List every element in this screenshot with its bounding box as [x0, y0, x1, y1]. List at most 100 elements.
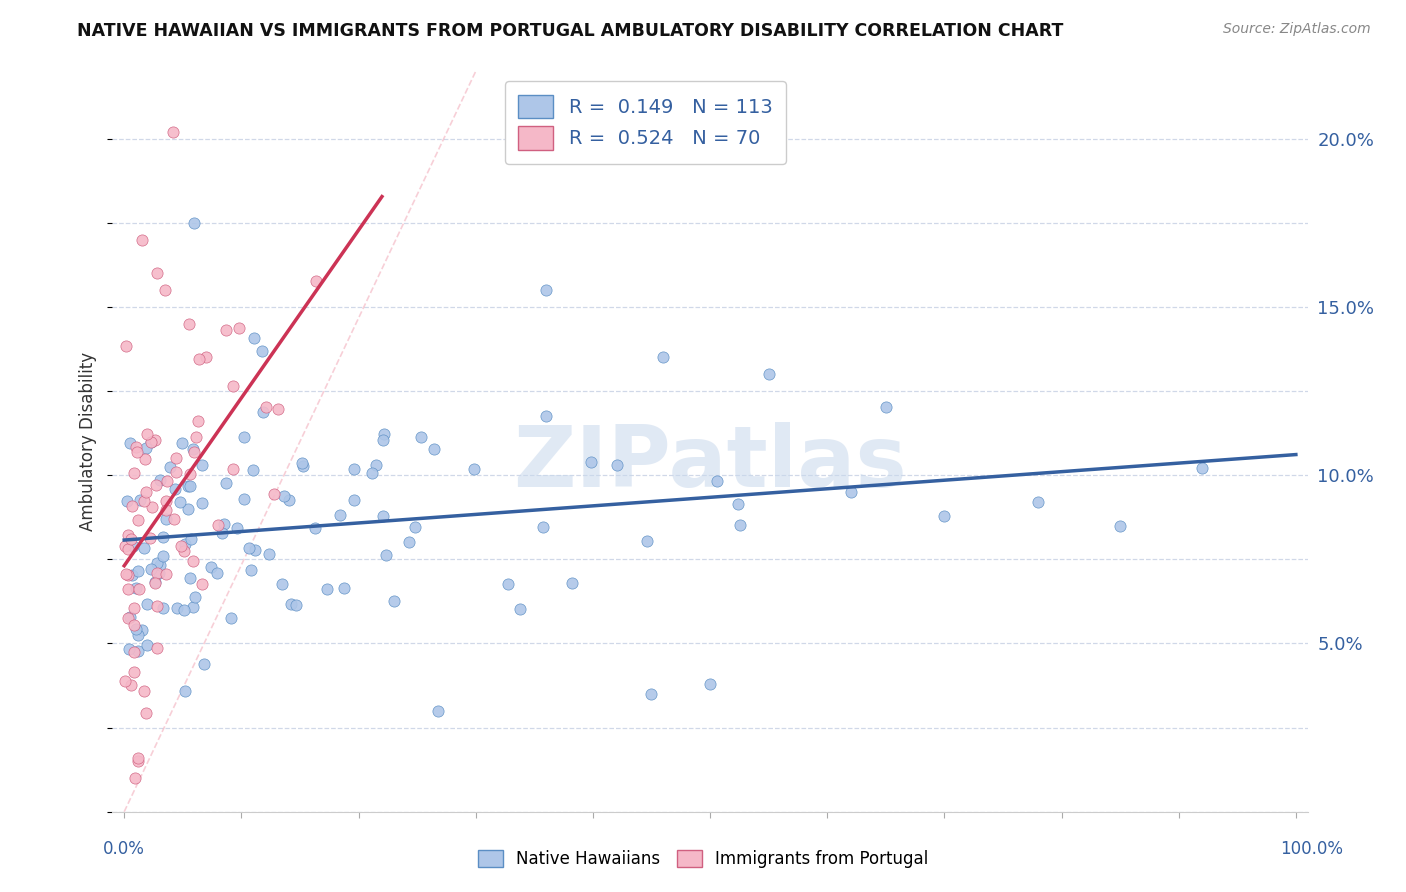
Point [373, 434, 395, 448]
Point [332, 581, 354, 595]
Point [291, 456, 314, 470]
Point [134, 541, 156, 555]
Point [706, 474, 728, 488]
Point [127, 644, 149, 658]
Point [135, 639, 157, 653]
Point [875, 400, 897, 414]
Point [120, 436, 142, 450]
Point [190, 496, 212, 510]
Point [148, 566, 170, 581]
Point [606, 458, 628, 472]
Point [114, 673, 136, 688]
Point [131, 233, 153, 247]
Point [191, 577, 214, 591]
Point [423, 442, 446, 456]
Point [122, 618, 145, 632]
Point [136, 426, 159, 441]
Point [127, 513, 149, 527]
Point [173, 544, 195, 558]
Point [163, 482, 186, 496]
Point [280, 597, 302, 611]
Point [139, 435, 162, 450]
Point [159, 460, 181, 475]
Point [155, 566, 177, 581]
Point [1191, 461, 1213, 475]
Point [143, 575, 166, 590]
Point [375, 549, 398, 563]
Point [155, 511, 177, 525]
Legend: R =  0.149   N = 113, R =  0.524   N = 70: R = 0.149 N = 113, R = 0.524 N = 70 [505, 81, 786, 163]
Point [183, 216, 205, 230]
Point [193, 657, 215, 671]
Point [134, 452, 156, 467]
Point [117, 582, 139, 597]
Point [284, 598, 307, 612]
Point [177, 317, 200, 331]
Point [183, 445, 205, 459]
Point [135, 441, 157, 455]
Point [122, 665, 145, 680]
Y-axis label: Ambulatory Disability: Ambulatory Disability [79, 352, 97, 531]
Point [200, 559, 222, 574]
Point [180, 532, 202, 546]
Point [271, 577, 294, 591]
Point [329, 508, 352, 523]
Point [155, 494, 177, 508]
Point [139, 435, 162, 450]
Point [152, 549, 174, 563]
Point [640, 687, 662, 701]
Point [129, 493, 152, 508]
Point [149, 473, 172, 487]
Point [124, 771, 146, 785]
Point [636, 534, 658, 549]
Point [398, 535, 420, 549]
Point [146, 266, 169, 280]
Point [315, 582, 337, 597]
Point [243, 330, 266, 344]
Point [243, 542, 266, 557]
Point [139, 531, 162, 545]
Point [343, 492, 366, 507]
Text: Source: ZipAtlas.com: Source: ZipAtlas.com [1223, 22, 1371, 37]
Point [214, 322, 236, 336]
Legend: Native Hawaiians, Immigrants from Portugal: Native Hawaiians, Immigrants from Portug… [471, 843, 935, 875]
Point [149, 558, 172, 573]
Point [118, 642, 141, 657]
Point [179, 479, 201, 493]
Point [257, 547, 280, 561]
Point [509, 602, 531, 616]
Point [181, 554, 204, 568]
Point [758, 368, 780, 382]
Point [238, 541, 260, 555]
Point [135, 706, 157, 720]
Point [125, 445, 148, 459]
Point [699, 677, 721, 691]
Point [212, 517, 235, 532]
Point [173, 683, 195, 698]
Point [152, 600, 174, 615]
Point [122, 600, 145, 615]
Point [364, 458, 387, 472]
Point [221, 378, 243, 392]
Point [166, 600, 188, 615]
Text: ZIPatlas: ZIPatlas [513, 422, 907, 505]
Point [252, 405, 274, 419]
Point [165, 465, 187, 479]
Point [117, 610, 139, 624]
Point [534, 283, 557, 297]
Point [152, 529, 174, 543]
Point [304, 521, 326, 535]
Point [1026, 495, 1049, 509]
Point [242, 463, 264, 477]
Point [225, 521, 247, 535]
Point [127, 564, 149, 578]
Point [120, 678, 142, 692]
Point [228, 321, 250, 335]
Point [169, 495, 191, 509]
Point [305, 274, 328, 288]
Point [146, 599, 169, 614]
Point [187, 352, 209, 367]
Point [934, 508, 956, 523]
Point [221, 462, 243, 476]
Point [411, 430, 433, 444]
